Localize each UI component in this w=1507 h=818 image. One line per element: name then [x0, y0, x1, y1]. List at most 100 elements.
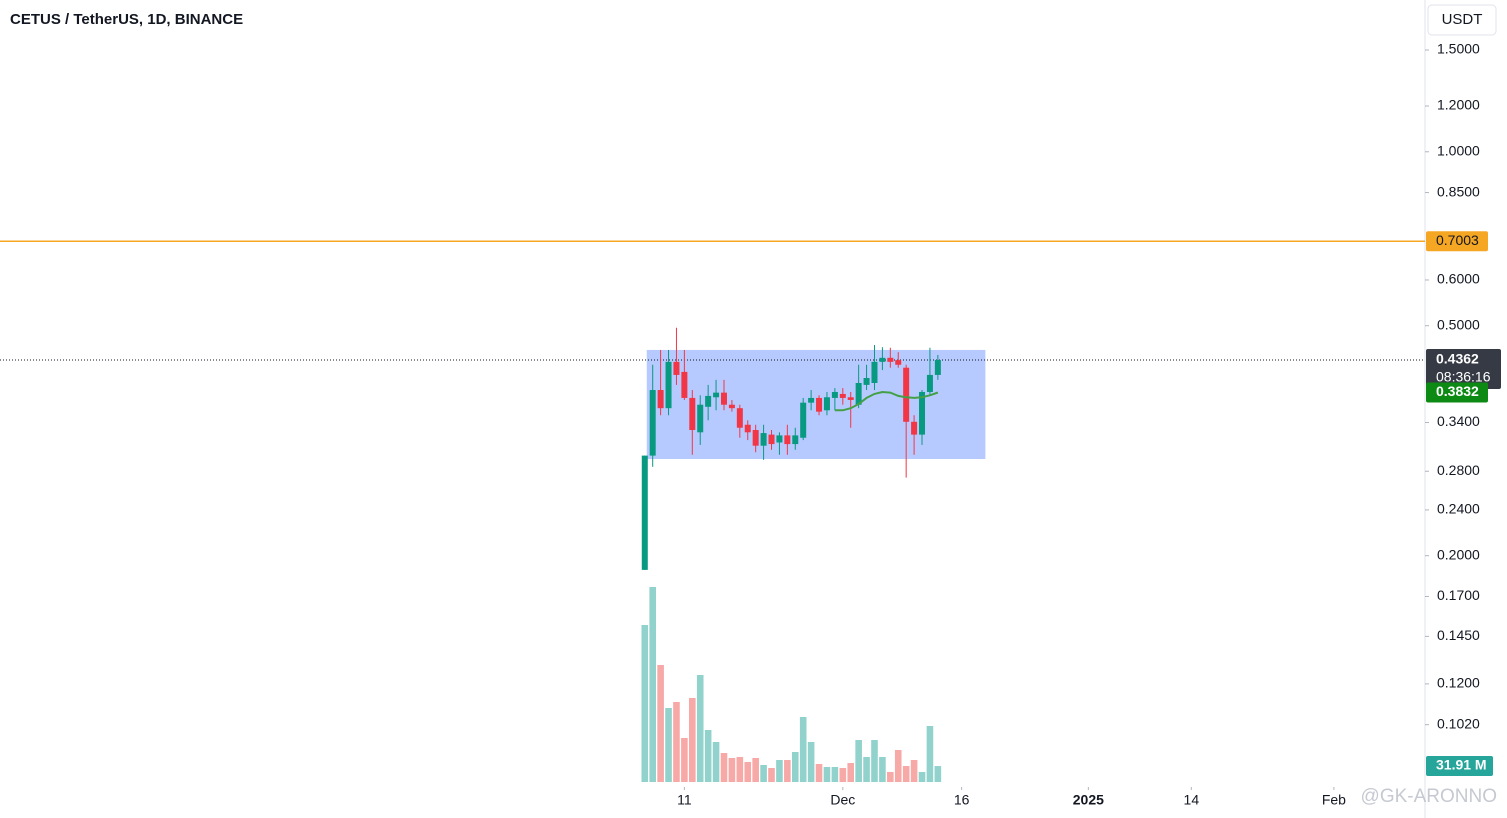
candle-body	[808, 397, 815, 403]
volume-bar	[839, 768, 847, 782]
x-tick-label: Dec	[830, 792, 855, 808]
last-price-label: 0.4362	[1436, 351, 1479, 367]
ma-line	[834, 390, 939, 412]
volume-bar	[831, 767, 839, 782]
candle-body	[697, 404, 704, 433]
volume-bar	[815, 764, 823, 782]
candle-body	[919, 391, 926, 435]
volume-bar	[720, 753, 728, 782]
candle-body	[871, 361, 878, 383]
volume-bar	[910, 760, 918, 782]
volume-bar	[641, 625, 649, 782]
volume-bar	[784, 760, 791, 782]
volume-bar	[807, 742, 815, 782]
x-tick-label: 14	[1184, 792, 1200, 808]
level-label: 0.7003	[1436, 232, 1479, 248]
volume-bar	[887, 772, 894, 782]
candle-body	[816, 397, 823, 412]
y-tick-label: 0.1450	[1437, 627, 1480, 643]
candle-body	[760, 433, 767, 446]
candle-body	[831, 391, 838, 398]
candle-body	[713, 392, 720, 398]
volume-bar	[776, 760, 783, 782]
candle-body	[728, 404, 735, 409]
currency-button[interactable]	[1427, 4, 1497, 36]
candle-body	[911, 421, 918, 435]
x-tick-label: 2025	[1073, 792, 1104, 808]
candle-body	[689, 397, 696, 431]
volume-bar	[863, 757, 870, 782]
candle-body	[823, 397, 830, 411]
candle-body	[673, 361, 680, 375]
volume-bar	[752, 758, 759, 782]
y-tick-label: 0.1200	[1437, 675, 1480, 691]
volume-bar	[657, 665, 664, 782]
volume-bar	[894, 750, 902, 782]
volume-bar	[871, 740, 878, 782]
y-tick-label: 0.2800	[1437, 462, 1480, 478]
y-tick-label: 0.8500	[1437, 183, 1480, 199]
volume-bar	[823, 767, 831, 782]
chart-title: CETUS / TetherUS, 1D, BINANCE	[10, 11, 243, 28]
volume-bar	[902, 766, 910, 782]
volume-label-bg	[1426, 756, 1493, 777]
volume-bar	[799, 717, 807, 782]
volume-bar	[926, 726, 934, 782]
currency-label[interactable]: USDT	[1442, 11, 1483, 28]
y-tick-label: 0.3400	[1437, 413, 1480, 429]
candle-body	[934, 359, 941, 375]
y-tick-label: 0.6000	[1437, 271, 1480, 287]
ma-label-bg	[1426, 382, 1488, 403]
candle-body	[784, 435, 791, 445]
candle-body	[863, 377, 870, 385]
y-tick-label: 1.2000	[1437, 97, 1480, 113]
y-tick-label: 0.2000	[1437, 546, 1480, 562]
y-tick-label: 0.1020	[1437, 715, 1480, 731]
x-tick-label: Feb	[1322, 792, 1346, 808]
volume-bar	[736, 757, 744, 782]
candle-body	[681, 371, 688, 398]
candle-body	[847, 397, 854, 400]
y-tick-label: 0.5000	[1437, 316, 1480, 332]
volume-bar	[681, 738, 688, 782]
candle-body	[855, 382, 862, 405]
candle-body	[744, 424, 751, 433]
candle-body	[705, 395, 712, 407]
x-tick-label: 16	[954, 792, 970, 808]
volume-bar	[879, 757, 886, 782]
candle-body	[879, 357, 886, 362]
volume-label: 31.91 M	[1436, 757, 1487, 773]
volume-bar	[673, 702, 680, 782]
volume-bar	[689, 698, 696, 782]
candle-body	[736, 408, 743, 428]
volume-bar	[855, 740, 862, 782]
volume-bar	[696, 675, 704, 782]
candle-body	[895, 360, 902, 365]
volume-bar	[918, 772, 926, 782]
last-price-label-bg	[1426, 348, 1501, 389]
plot	[0, 240, 1425, 782]
volume-bar	[847, 763, 855, 782]
volume-bar	[934, 766, 942, 782]
volume-bar	[665, 708, 672, 782]
volume-bar	[728, 758, 736, 782]
volume-bar	[760, 765, 767, 782]
volume-bar	[704, 730, 712, 782]
candle-body	[792, 435, 799, 445]
y-tick-label: 1.0000	[1437, 142, 1480, 158]
volume-bar	[768, 768, 775, 782]
candle-body	[926, 374, 933, 392]
y-tick-label: 1.5000	[1437, 41, 1480, 57]
candle-body	[903, 367, 910, 422]
candle-body	[776, 435, 783, 443]
candle-body	[887, 357, 894, 362]
volume-bar	[712, 742, 720, 782]
candle-body	[649, 390, 656, 456]
candle-body	[657, 390, 664, 409]
volume-bar	[744, 762, 752, 782]
candle-body	[800, 402, 807, 438]
candle-body	[752, 430, 759, 446]
level-label-bg	[1426, 231, 1488, 252]
x-tick-label: 11	[677, 792, 692, 808]
